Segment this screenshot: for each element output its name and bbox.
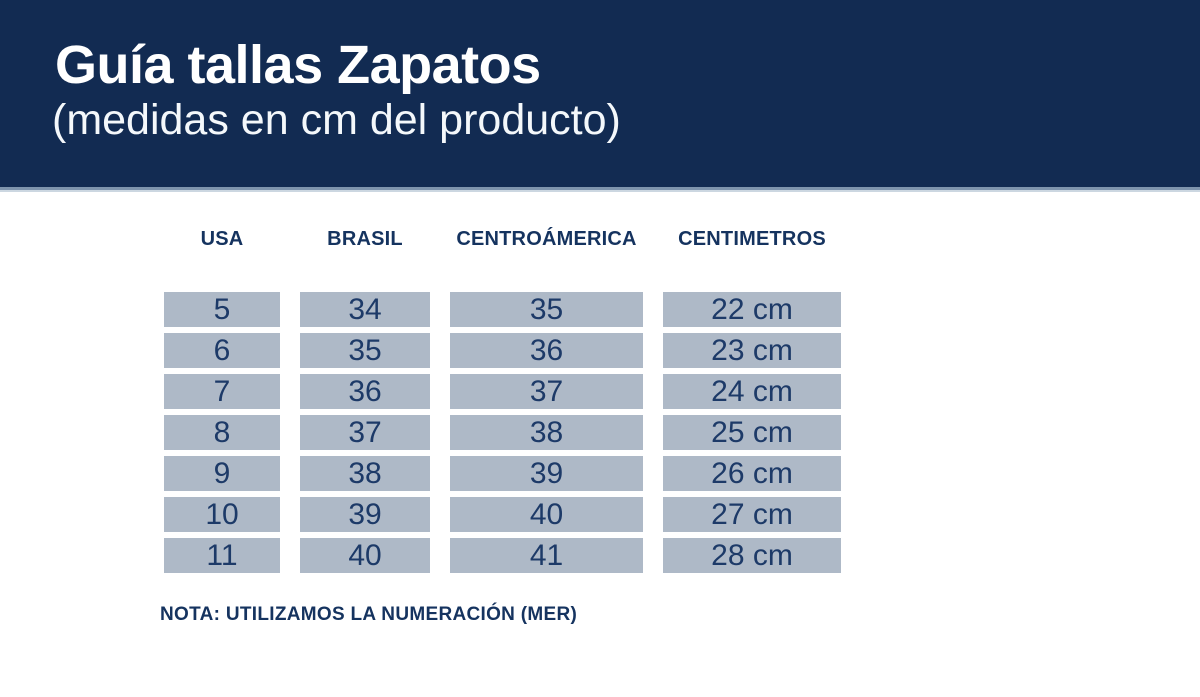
table-cell: 36 [450,333,643,368]
table-cell: 35 [300,333,430,368]
table-cell: 40 [300,538,430,573]
table-cell: 23 cm [663,333,841,368]
table-cell: 35 [450,292,643,327]
table-cell: 25 cm [663,415,841,450]
table-cell: 11 [164,538,280,573]
table-cell: 41 [450,538,643,573]
table-cell: 10 [164,497,280,532]
size-table-header-row: USA BRASIL CENTROÁMERICA CENTIMETROS [164,228,841,251]
table-cell: 5 [164,292,280,327]
column-header-1: BRASIL [327,228,403,250]
table-row: 11 40 41 28 cm [164,538,841,573]
table-cell: 24 cm [663,374,841,409]
table-cell: 28 cm [663,538,841,573]
table-cell: 37 [450,374,643,409]
banner-bottom-edge [0,190,1200,192]
table-cell: 40 [450,497,643,532]
table-cell: 38 [450,415,643,450]
table-cell: 7 [164,374,280,409]
table-cell: 9 [164,456,280,491]
table-cell: 37 [300,415,430,450]
table-cell: 27 cm [663,497,841,532]
table-row: 6 35 36 23 cm [164,333,841,368]
table-row: 9 38 39 26 cm [164,456,841,491]
column-header-0: USA [200,228,244,250]
header-banner: Guía tallas Zapatos (medidas en cm del p… [0,0,1200,190]
page-subtitle: (medidas en cm del producto) [52,96,621,144]
table-cell: 8 [164,415,280,450]
table-row: 5 34 35 22 cm [164,292,841,327]
table-row: 8 37 38 25 cm [164,415,841,450]
table-cell: 26 cm [663,456,841,491]
note-text: NOTA: UTILIZAMOS LA NUMERACIÓN (MER) [160,604,578,625]
table-row: 7 36 37 24 cm [164,374,841,409]
table-row: 10 39 40 27 cm [164,497,841,532]
page-title: Guía tallas Zapatos [55,35,541,95]
column-header-3: CENTIMETROS [678,228,826,250]
size-table-body: 5 34 35 22 cm 6 35 36 23 cm 7 36 37 24 cm 8 37 38 25 cm… [164,292,841,573]
table-cell: 39 [300,497,430,532]
table-cell: 38 [300,456,430,491]
table-cell: 39 [450,456,643,491]
table-cell: 6 [164,333,280,368]
table-cell: 36 [300,374,430,409]
table-cell: 22 cm [663,292,841,327]
size-table: USA BRASIL CENTROÁMERICA CENTIMETROS 5 34 35 2… [164,228,841,579]
table-cell: 34 [300,292,430,327]
column-header-2: CENTROÁMERICA [456,228,637,250]
